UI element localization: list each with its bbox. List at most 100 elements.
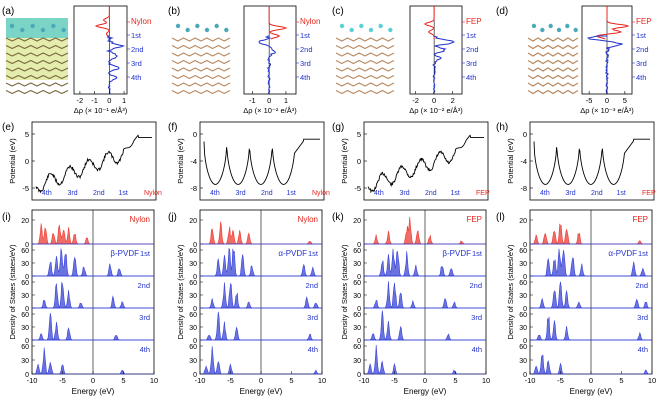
nylon-trace: [268, 6, 288, 40]
profile-frame: [409, 5, 463, 95]
x-axis-label: Δρ (× 10⁻³ e/Å³): [580, 106, 634, 115]
y-tick-label: 60: [189, 312, 197, 319]
layer-label: 4th: [131, 73, 141, 82]
y-axis-label: Density of States (states/eV): [506, 244, 515, 340]
y-tick-label: -8: [190, 184, 197, 193]
y-tick-label: 0: [357, 242, 361, 249]
layer-label: 2nd: [131, 45, 144, 54]
layer-label: 2nd: [300, 45, 313, 54]
y-tick-label: 60: [21, 248, 29, 255]
panel-letter: (k): [332, 212, 344, 223]
y-tick-label: 30: [519, 261, 527, 268]
x-tick-label: 10: [482, 376, 490, 385]
panel-letter: (j): [168, 212, 177, 223]
layer-label: 4th: [466, 73, 476, 82]
layer-label: 4th: [540, 190, 550, 197]
pvdf-trace: [587, 35, 623, 95]
layer-label: 1st: [638, 249, 649, 258]
layer-label: 2nd: [261, 190, 273, 197]
y-tick-label: 0: [25, 274, 29, 281]
tick-label: 1: [122, 96, 126, 105]
potential-curve: [367, 134, 484, 194]
tick-label: -2: [412, 96, 419, 105]
x-tick-label: -5: [557, 376, 564, 385]
y-tick-label: 60: [189, 344, 197, 351]
y-tick-label: 0: [25, 242, 29, 249]
y-tick-label: 0: [193, 274, 197, 281]
y-tick-label: 30: [519, 358, 527, 365]
material-label: Nylon: [300, 17, 320, 26]
pvdf-layer-dos: [200, 346, 322, 375]
panel-letter: (b): [168, 6, 180, 17]
y-tick-label: 30: [353, 293, 361, 300]
x-tick-label: -10: [359, 376, 370, 385]
x-axis-label: Energy (eV): [240, 387, 283, 396]
pvdf-trace: [258, 35, 276, 95]
profile-frame: [243, 5, 297, 95]
x-axis-label: Δρ (× 10⁻² e/Å³): [409, 106, 463, 115]
pvdf-layer-dos: [530, 354, 652, 375]
y-tick-label: 30: [21, 261, 29, 268]
potential-curve: [35, 134, 152, 194]
y-tick-label: 60: [21, 280, 29, 287]
panel-letter: (i): [2, 212, 11, 223]
x-tick-label: 5: [121, 376, 125, 385]
layer-label: 2nd: [425, 190, 437, 197]
layer-label: 3rd: [131, 59, 142, 68]
pvdf-layer-dos: [32, 347, 154, 375]
y-tick-label: 20: [189, 218, 197, 225]
panel-letter: (a): [2, 6, 14, 17]
y-tick-label: 0: [357, 372, 361, 379]
panel-g: (g) 5 0 -5 Potential (eV) 4th 3rd 2nd 1st FEP: [332, 121, 490, 201]
molecular-structure: [5, 18, 69, 95]
phase-label: β-PVDF: [110, 249, 139, 258]
material-label: Nylon: [312, 190, 330, 197]
material-label: FEP: [642, 190, 656, 197]
y-tick-label: 0: [25, 338, 29, 345]
y-tick-label: 0: [523, 242, 527, 249]
y-tick-label: 5: [357, 130, 361, 139]
layer-label: 3rd: [139, 313, 150, 322]
pvdf-trace: [432, 35, 455, 95]
x-tick-label: -10: [195, 376, 206, 385]
panel-f: (f) 0 -4 -8 Potential (eV) 4th 3rd 2nd 1st Nylon: [168, 121, 330, 201]
y-tick-label: 0: [193, 338, 197, 345]
layer-label: 4th: [636, 73, 646, 82]
panel-a: (a) -2 -1 0 1Δρ (× 10⁻¹ e/Å³) Nylon 1st 2nd 3rd 4…: [2, 5, 151, 115]
x-tick-label: 5: [453, 376, 457, 385]
x-tick-label: 5: [619, 376, 623, 385]
nylon-trace: [595, 6, 629, 40]
y-tick-label: 30: [189, 261, 197, 268]
profile-frame: [73, 5, 128, 95]
y-tick-label: 30: [519, 293, 527, 300]
tick-label: 0: [432, 96, 436, 105]
x-tick-label: -10: [525, 376, 536, 385]
x-tick-label: -10: [27, 376, 38, 385]
phase-label: α-PVDF: [278, 249, 307, 258]
y-axis-label: Density of States (states/eV): [8, 244, 17, 340]
molecular-structure: [171, 23, 231, 95]
material-label: FEP: [476, 190, 490, 197]
plot-frame: [199, 121, 325, 201]
layer-label: 1st: [119, 190, 128, 197]
tick-label: 5: [623, 96, 627, 105]
y-axis-label: Density of States (states/eV): [340, 244, 349, 340]
y-tick-label: 60: [353, 280, 361, 287]
panel-letter: (d): [496, 6, 508, 17]
y-tick-label: 30: [21, 358, 29, 365]
y-tick-label: -5: [22, 184, 29, 193]
plot-frame: [31, 121, 157, 201]
x-axis-label: Energy (eV): [570, 387, 613, 396]
tick-label: -1: [249, 96, 256, 105]
layer-label: 4th: [300, 73, 310, 82]
y-tick-label: 0: [193, 242, 197, 249]
x-tick-label: 0: [91, 376, 95, 385]
layer-label: 1st: [300, 31, 311, 40]
y-axis-label: Potential (eV): [176, 138, 185, 184]
y-tick-label: 0: [523, 274, 527, 281]
layer-label: 3rd: [400, 190, 410, 197]
y-tick-label: 0: [25, 157, 29, 166]
pvdf-trace: [105, 35, 126, 95]
y-tick-label: 0: [357, 274, 361, 281]
